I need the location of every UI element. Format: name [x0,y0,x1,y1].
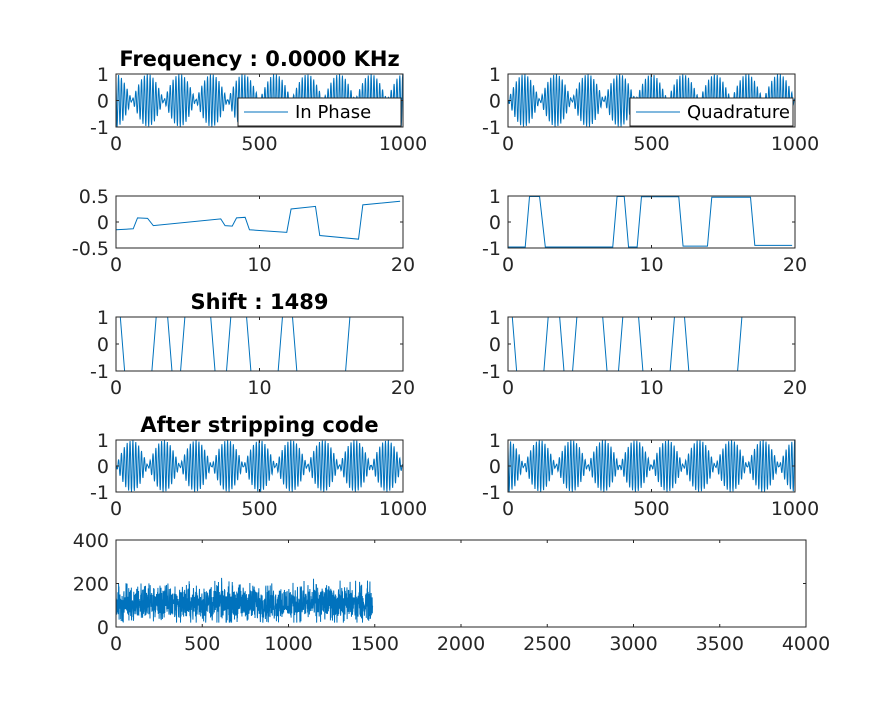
series-line-p6 [508,317,795,371]
y-tick-label: 0 [97,212,109,234]
x-tick-label: 2000 [437,633,485,655]
y-tick-label: -1 [90,117,109,139]
legend-p2: Quadrature [629,97,794,127]
y-tick-label: -1 [482,117,501,139]
series-line-p4 [508,196,793,248]
x-tick-label: 10 [639,254,663,276]
y-tick-label: -1 [482,361,501,383]
x-tick-label: 1000 [379,498,427,520]
y-tick-label: 0 [489,91,501,113]
y-tick-label: -1 [482,482,501,504]
x-tick-label: 500 [241,498,277,520]
x-tick-label: 20 [391,254,415,276]
x-tick-label: 0 [502,377,514,399]
y-tick-label: 0 [97,334,109,356]
legend-label: Quadrature [687,102,790,123]
x-tick-label: 500 [633,498,669,520]
x-tick-label: 10 [639,377,663,399]
y-tick-label: 0 [489,212,501,234]
x-tick-label: 0 [502,133,514,155]
y-tick-label: 0 [97,617,109,639]
y-tick-label: 0.5 [79,186,109,208]
y-tick-label: 0 [97,91,109,113]
series-line-p9 [116,577,374,623]
x-tick-label: 2500 [523,633,571,655]
y-tick-label: 1 [489,64,501,86]
x-tick-label: 0 [502,254,514,276]
x-tick-label: 10 [247,377,271,399]
legend-label: In Phase [295,102,371,123]
x-tick-label: 0 [110,254,122,276]
x-tick-label: 0 [110,498,122,520]
x-tick-label: 10 [247,254,271,276]
y-tick-label: 1 [489,186,501,208]
x-tick-label: 1000 [771,133,819,155]
plot-title-p1: Frequency : 0.0000 KHz [119,47,399,71]
y-tick-label: 1 [489,430,501,452]
y-tick-label: -0.5 [72,238,109,260]
x-tick-label: 500 [184,633,220,655]
x-tick-label: 0 [110,133,122,155]
y-tick-label: 1 [489,307,501,329]
x-tick-label: 0 [110,633,122,655]
series-line-p3 [116,200,401,240]
x-tick-label: 3000 [609,633,657,655]
y-tick-label: 0 [489,456,501,478]
y-tick-label: 1 [97,64,109,86]
axes-p3: 0 10 200.50-0.5 [72,186,415,276]
x-tick-label: 1000 [771,498,819,520]
y-tick-label: -1 [90,482,109,504]
series-line-p8 [508,440,795,492]
y-tick-label: 200 [73,574,109,596]
x-tick-label: 3500 [696,633,744,655]
x-tick-label: 1000 [379,133,427,155]
y-tick-label: 1 [97,307,109,329]
y-tick-label: -1 [90,361,109,383]
x-tick-label: 20 [783,377,807,399]
x-tick-label: 20 [783,254,807,276]
series-line-p5 [116,317,403,371]
legend-p1: In Phase [237,97,402,127]
x-tick-label: 0 [110,377,122,399]
x-tick-label: 1500 [351,633,399,655]
y-tick-label: 400 [73,530,109,552]
y-tick-label: 0 [97,456,109,478]
legend-box [629,97,794,127]
x-tick-label: 0 [502,498,514,520]
x-tick-label: 20 [391,377,415,399]
y-tick-label: 1 [97,430,109,452]
x-tick-label: 1000 [264,633,312,655]
x-tick-label: 500 [241,133,277,155]
x-tick-label: 500 [633,133,669,155]
plot-title-p5: Shift : 1489 [191,290,329,314]
x-tick-label: 4000 [782,633,830,655]
y-tick-label: -1 [482,238,501,260]
series-line-p7 [116,440,403,492]
plot-title-p7: After stripping code [140,413,378,437]
y-tick-label: 0 [489,334,501,356]
